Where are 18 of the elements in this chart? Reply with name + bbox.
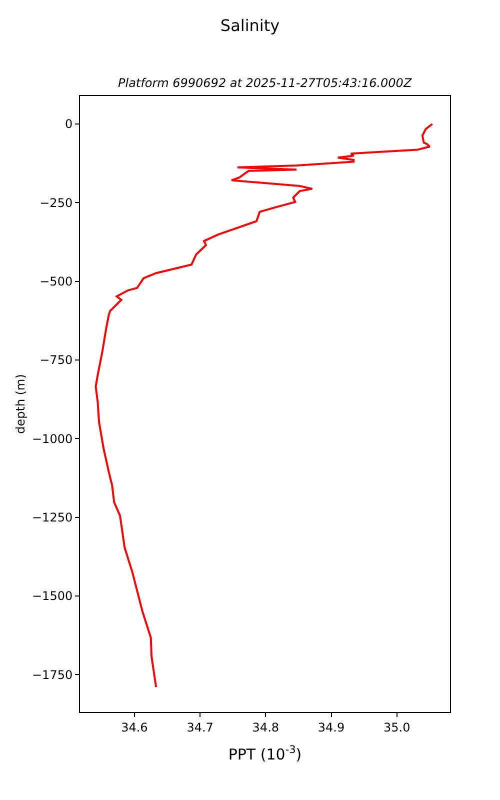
chart-title: Salinity bbox=[220, 16, 280, 36]
y-tick-label: −1000 bbox=[32, 432, 73, 446]
y-axis-title: depth (m) bbox=[13, 374, 28, 434]
y-tick-label: 0 bbox=[64, 117, 73, 132]
y-tick-label: −1500 bbox=[32, 589, 73, 604]
x-axis-title: PPT (10$^{-3}$) bbox=[228, 744, 302, 764]
x-tick-label: 35.0 bbox=[384, 720, 410, 734]
x-tick-label: 34.9 bbox=[318, 720, 345, 734]
y-tick-label: −250 bbox=[40, 196, 73, 210]
x-tick-label: 34.6 bbox=[121, 720, 148, 734]
y-tick-label: −750 bbox=[40, 353, 73, 368]
x-tick-label: 34.8 bbox=[252, 720, 280, 734]
line-series bbox=[94, 123, 434, 688]
y-tick-label: −500 bbox=[40, 274, 73, 288]
x-tick-label: 34.7 bbox=[186, 720, 214, 734]
y-tick-label: −1250 bbox=[32, 510, 73, 524]
chart-subtitle: Platform 6990692 at 2025-11-27T05:43:16.000Z bbox=[118, 76, 412, 90]
y-tick-label: −1750 bbox=[32, 668, 73, 682]
